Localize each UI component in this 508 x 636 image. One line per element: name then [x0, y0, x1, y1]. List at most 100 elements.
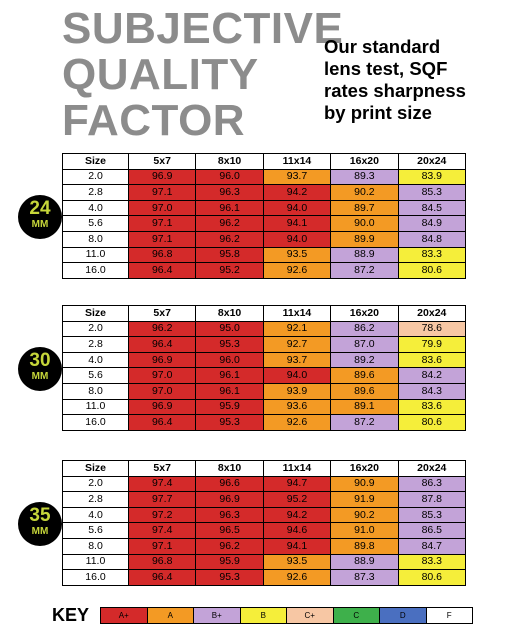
key-swatch: A: [147, 608, 194, 623]
size-cell: 2.8: [62, 491, 129, 508]
subtitle-line: lens test, SQF: [324, 58, 448, 79]
sqf-value-cell: 91.9: [330, 491, 399, 508]
sqf-block-30mm: 30 MM Size 5x7 8x10 11x14 16x20 20x24 2.…: [18, 305, 467, 431]
sqf-value-cell: 94.2: [262, 184, 332, 201]
sqf-value-cell: 90.2: [330, 184, 399, 201]
sqf-value-cell: 96.2: [127, 320, 197, 338]
sqf-value-cell: 95.2: [195, 262, 264, 279]
table-row: 8.0 97.1 96.2 94.0 89.9 84.8: [62, 230, 467, 248]
table-row: 11.0 96.8 95.8 93.5 88.9 83.3: [62, 246, 467, 264]
size-cell: 8.0: [62, 230, 129, 248]
sqf-value-cell: 96.1: [195, 367, 264, 384]
size-cell: 2.0: [62, 168, 129, 186]
sqf-value-cell: 96.4: [127, 569, 197, 586]
focal-length-unit: MM: [31, 371, 49, 382]
sqf-value-cell: 89.8: [330, 537, 399, 555]
sqf-value-cell: 96.1: [195, 382, 264, 400]
sqf-value-cell: 89.6: [330, 367, 399, 384]
sqf-value-cell: 94.7: [262, 475, 332, 493]
subtitle-line: rates sharpness: [324, 80, 466, 101]
sqf-value-cell: 96.4: [127, 336, 197, 353]
sqf-value-cell: 88.9: [330, 553, 399, 571]
sqf-value-cell: 95.9: [195, 398, 264, 416]
sqf-value-cell: 95.3: [195, 569, 264, 586]
header-cell: 16x20: [330, 460, 399, 477]
sqf-value-cell: 84.3: [397, 382, 467, 400]
sqf-value-cell: 97.4: [127, 522, 197, 539]
sqf-value-cell: 97.2: [127, 506, 197, 524]
size-cell: 11.0: [62, 246, 129, 264]
table-row: 5.6 97.4 96.5 94.6 91.0 86.5: [62, 522, 467, 539]
focal-length-unit: MM: [31, 219, 49, 230]
sqf-value-cell: 97.1: [127, 184, 197, 201]
sqf-value-cell: 90.2: [330, 506, 399, 524]
size-cell: 8.0: [62, 382, 129, 400]
sqf-value-cell: 87.2: [330, 414, 399, 431]
size-cell: 16.0: [62, 414, 129, 431]
sqf-value-cell: 96.4: [127, 414, 197, 431]
header-cell: 8x10: [195, 305, 264, 322]
sqf-value-cell: 93.5: [262, 553, 332, 571]
sqf-value-cell: 88.9: [330, 246, 399, 264]
sqf-value-cell: 94.2: [262, 506, 332, 524]
sqf-value-cell: 89.3: [330, 168, 399, 186]
subtitle: Our standard lens test, SQF rates sharpn…: [324, 36, 466, 124]
sqf-value-cell: 84.7: [397, 537, 467, 555]
sqf-value-cell: 96.4: [127, 262, 197, 279]
size-cell: 16.0: [62, 569, 129, 586]
sqf-value-cell: 87.0: [330, 336, 399, 353]
header-cell: 5x7: [127, 153, 197, 170]
header-row: Size 5x7 8x10 11x14 16x20 20x24: [62, 305, 467, 322]
header-cell: 20x24: [397, 305, 467, 322]
header-cell: 5x7: [127, 305, 197, 322]
sqf-value-cell: 84.9: [397, 215, 467, 232]
sqf-value-cell: 94.1: [262, 215, 332, 232]
sqf-value-cell: 97.1: [127, 230, 197, 248]
sqf-value-cell: 97.0: [127, 382, 197, 400]
focal-length-number: 24: [29, 198, 51, 219]
sqf-value-cell: 80.6: [397, 414, 467, 431]
size-cell: 2.0: [62, 475, 129, 493]
header-cell: 11x14: [262, 153, 332, 170]
header-cell: 5x7: [127, 460, 197, 477]
key-swatch: A+: [101, 608, 148, 623]
table-row: 2.8 96.4 95.3 92.7 87.0 79.9: [62, 336, 467, 353]
sqf-value-cell: 92.1: [262, 320, 332, 338]
sqf-value-cell: 92.6: [262, 414, 332, 431]
sqf-value-cell: 87.3: [330, 569, 399, 586]
sqf-value-cell: 90.9: [330, 475, 399, 493]
sqf-value-cell: 95.9: [195, 553, 264, 571]
header-cell: Size: [62, 460, 129, 477]
sqf-value-cell: 97.1: [127, 537, 197, 555]
sqf-value-cell: 83.9: [397, 168, 467, 186]
header-cell: 8x10: [195, 460, 264, 477]
size-cell: 8.0: [62, 537, 129, 555]
sqf-value-cell: 87.2: [330, 262, 399, 279]
sqf-value-cell: 83.6: [397, 351, 467, 369]
sqf-value-cell: 94.6: [262, 522, 332, 539]
sqf-block-35mm: 35 MM Size 5x7 8x10 11x14 16x20 20x24 2.…: [18, 460, 467, 586]
sqf-value-cell: 91.0: [330, 522, 399, 539]
key-swatch: F: [426, 608, 472, 623]
table-row: 16.0 96.4 95.3 92.6 87.3 80.6: [62, 569, 467, 586]
table-row: 8.0 97.0 96.1 93.9 89.6 84.3: [62, 382, 467, 400]
table-row: 2.8 97.1 96.3 94.2 90.2 85.3: [62, 184, 467, 201]
sqf-value-cell: 78.6: [397, 320, 467, 338]
key-label: KEY: [52, 605, 90, 625]
focal-length-number: 35: [29, 505, 51, 526]
size-cell: 11.0: [62, 553, 129, 571]
sqf-value-cell: 85.3: [397, 184, 467, 201]
sqf-value-cell: 86.5: [397, 522, 467, 539]
sqf-value-cell: 86.3: [397, 475, 467, 493]
sqf-table: Size 5x7 8x10 11x14 16x20 20x24 2.0 96.9 9…: [62, 153, 467, 279]
sqf-value-cell: 97.0: [127, 367, 197, 384]
table-row: 8.0 97.1 96.2 94.1 89.8 84.7: [62, 537, 467, 555]
title-line: QUALITY: [62, 50, 259, 99]
sqf-value-cell: 84.5: [397, 199, 467, 217]
sqf-value-cell: 89.7: [330, 199, 399, 217]
focal-length-badge: 35 MM: [18, 502, 62, 546]
sqf-value-cell: 96.9: [127, 168, 197, 186]
sqf-value-cell: 96.2: [195, 230, 264, 248]
focal-length-badge: 24 MM: [18, 195, 62, 239]
key-swatch: C: [333, 608, 380, 623]
